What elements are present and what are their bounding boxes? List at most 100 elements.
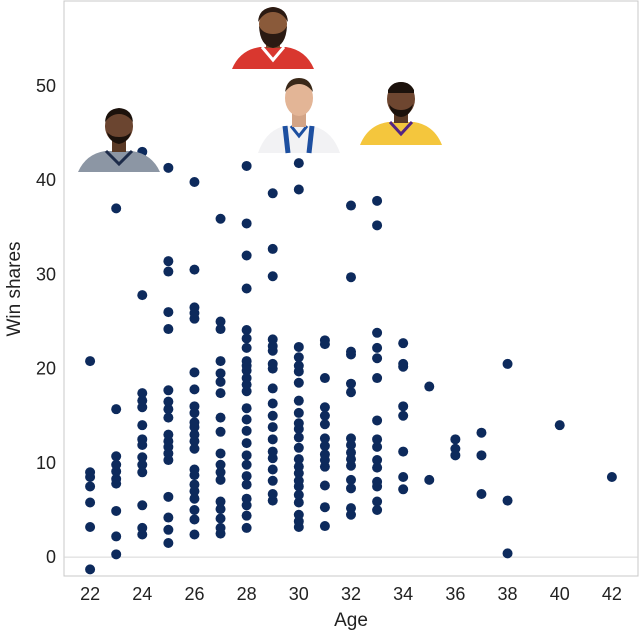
data-point: [372, 353, 383, 364]
y-tick-label: 0: [46, 547, 56, 567]
x-tick-label: 28: [237, 584, 257, 604]
data-point: [137, 434, 148, 445]
data-point: [215, 504, 226, 515]
data-point: [372, 505, 383, 516]
data-point: [241, 373, 252, 384]
data-point: [346, 474, 356, 485]
player-photo-yellow-jersey: [360, 82, 442, 145]
data-point: [319, 449, 330, 460]
data-point: [293, 432, 304, 443]
data-point: [241, 324, 252, 335]
data-point: [293, 184, 304, 195]
data-point: [267, 475, 278, 486]
data-point: [163, 385, 174, 396]
data-point: [267, 488, 278, 499]
data-point: [293, 509, 304, 520]
data-point: [215, 356, 226, 367]
data-point: [215, 368, 226, 379]
data-point: [267, 398, 278, 409]
data-point: [293, 461, 304, 472]
data-point: [319, 440, 330, 451]
data-point: [267, 434, 278, 445]
x-tick-label: 32: [341, 584, 361, 604]
data-point: [476, 488, 487, 499]
data-point: [319, 433, 330, 444]
data-point: [346, 346, 356, 357]
data-point: [346, 503, 356, 514]
data-point: [215, 388, 226, 399]
data-point: [189, 176, 200, 187]
data-point: [267, 410, 278, 421]
data-point: [319, 402, 330, 413]
data-point: [215, 522, 226, 533]
data-point: [372, 373, 383, 384]
data-point: [215, 316, 226, 327]
data-point: [372, 195, 383, 206]
data-point: [241, 356, 252, 367]
data-point: [241, 414, 252, 425]
data-point: [372, 415, 383, 426]
data-point: [346, 387, 356, 398]
y-axis: 0 10 20 30 40 50: [36, 76, 56, 567]
data-point: [241, 479, 252, 490]
data-point: [111, 459, 122, 470]
data-point: [111, 473, 122, 484]
data-point: [85, 497, 96, 508]
data-point: [85, 521, 96, 532]
data-point: [241, 471, 252, 482]
y-axis-title: Win shares: [4, 241, 25, 336]
data-point: [189, 367, 200, 378]
data-point: [189, 401, 200, 412]
x-tick-label: 24: [132, 584, 152, 604]
data-point: [319, 521, 330, 532]
data-point: [163, 524, 174, 535]
data-point: [241, 218, 252, 229]
data-point: [189, 464, 200, 475]
data-point: [111, 549, 122, 560]
data-point: [241, 425, 252, 436]
data-point: [189, 417, 200, 428]
x-tick-label: 26: [184, 584, 204, 604]
data-point: [163, 404, 174, 415]
data-point: [215, 412, 226, 423]
data-point: [319, 419, 330, 430]
data-point: [189, 384, 200, 395]
data-point: [163, 324, 174, 335]
data-point: [189, 302, 200, 313]
x-tick-label: 34: [393, 584, 413, 604]
data-point: [241, 283, 252, 294]
data-point: [398, 472, 409, 483]
data-point: [137, 522, 148, 533]
data-point: [372, 434, 383, 445]
data-point: [346, 200, 356, 211]
data-point: [293, 360, 304, 371]
data-point: [215, 474, 226, 485]
data-point: [137, 395, 148, 406]
data-point: [502, 495, 513, 506]
data-point: [319, 335, 330, 346]
data-point: [137, 388, 148, 399]
data-point: [163, 396, 174, 407]
data-point: [267, 334, 278, 345]
data-point: [398, 358, 409, 369]
data-point: [85, 356, 96, 367]
data-point: [189, 529, 200, 540]
data-point: [398, 484, 409, 495]
data-point: [111, 404, 122, 415]
data-point: [450, 443, 461, 454]
y-tick-label: 20: [36, 359, 56, 379]
data-point: [293, 418, 304, 429]
data-point: [215, 213, 226, 224]
data-point: [241, 250, 252, 261]
data-point: [267, 464, 278, 475]
data-point: [346, 272, 356, 283]
data-point: [163, 256, 174, 267]
data-point: [85, 481, 96, 492]
x-tick-label: 40: [550, 584, 570, 604]
data-point: [293, 407, 304, 418]
x-axis-title: Age: [334, 610, 368, 631]
y-tick-label: 10: [36, 453, 56, 473]
data-point: [189, 443, 200, 454]
data-point: [424, 381, 435, 392]
data-point: [163, 429, 174, 440]
